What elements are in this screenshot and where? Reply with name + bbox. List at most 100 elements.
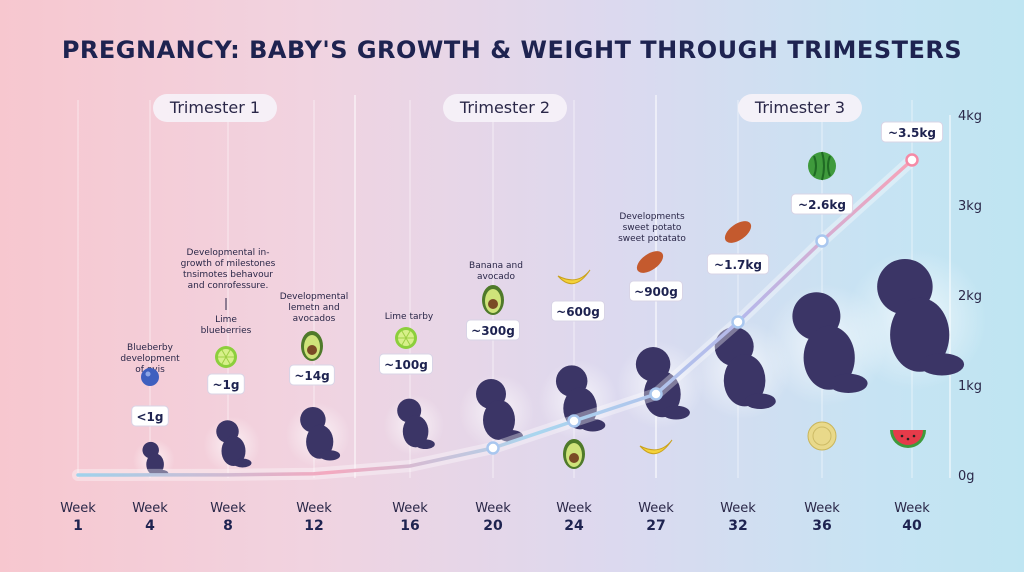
sweet-potato-icon [724,221,752,243]
x-tick-label: 4 [145,518,155,534]
blueberry-body [141,368,159,386]
fetus-body [146,453,164,476]
fetus-leg [744,393,776,409]
data-point [905,153,919,167]
watermelon-icon [808,151,836,181]
x-tick-label: 36 [812,518,831,534]
weight-label-box [551,300,605,322]
fetus-silhouette [383,394,445,456]
annotation-text: lemetn and [288,303,339,313]
data-point [567,414,581,428]
fetus-leg [580,418,606,432]
fetus-body [306,424,334,459]
data-point [815,234,829,248]
fetus-silhouette [203,416,261,474]
y-tick-label: 3kg [958,199,982,214]
lime-icon [395,327,417,349]
fetus-leg [415,439,435,449]
watermelon-seed [912,434,916,438]
annotation-text: Developmental in- [187,248,270,258]
fetus-body [803,325,855,390]
watermelon-stripes [813,151,831,181]
annotation-text: sweet potato [623,223,682,233]
watermelon-seed [900,434,904,438]
trimester-label: Trimester 3 [754,98,845,117]
sweet-potato-body [724,221,752,243]
weight-label-box [706,253,770,275]
blueberry-shine [145,371,151,377]
fetus-body [890,297,950,372]
avocado-icon [301,331,323,361]
weight-label: ~100g [384,358,428,372]
weight-label: ~600g [556,305,600,319]
annotation-text: blueberries [201,326,252,336]
y-tick-label: 2kg [958,289,982,304]
trimester-label: Trimester 2 [459,98,550,117]
avocado-icon [563,439,585,469]
trimester-label: Trimester 1 [169,98,260,117]
x-tick-word: Week [210,501,246,516]
lime-segment [221,349,227,358]
fetus-silhouette [285,402,351,468]
annotation-text: Banana and [469,261,523,271]
x-tick-label: 12 [304,518,323,534]
avocado-pit [307,345,317,355]
weight-label: ~1g [213,378,240,392]
y-tick-label: 4kg [958,109,982,124]
avocado-icon [482,285,504,315]
y-tick-label: 0g [958,469,975,484]
weight-label-box [131,405,169,427]
annotation-text: Blueberby [127,343,174,353]
fetus-leg [319,450,341,461]
annotation-text: Developments [619,212,685,222]
weight-label: ~2.6kg [798,198,846,212]
sweet-potato-icon [636,251,664,273]
x-tick-word: Week [60,501,96,516]
fetus-leg [829,373,868,393]
x-tick-label: 24 [564,518,584,534]
watermelon-icon [890,430,926,448]
melon-icon [807,421,837,451]
x-tick-word: Week [720,501,756,516]
fetus-silhouette [845,249,987,391]
lime-segment [225,356,231,365]
weight-label: ~1.7kg [714,258,762,272]
x-tick-label: 20 [483,518,503,534]
annotation-text: avocados [293,314,336,324]
x-tick-label: 27 [646,518,665,534]
x-tick-word: Week [392,501,428,516]
banana-icon [557,269,591,285]
x-tick-label: 8 [223,518,233,534]
annotation-text: Lime tarby [385,312,434,322]
x-tick-label: 40 [902,518,922,534]
x-tick-word: Week [894,501,930,516]
watermelon-flesh [893,430,923,445]
x-tick-word: Week [475,501,511,516]
annotation-text: sweet potatato [618,234,686,244]
x-tick-word: Week [804,501,840,516]
lime-segment [405,337,411,346]
trimester-pill [153,94,277,122]
annotation-text: Lime [215,315,237,325]
x-tick-label: 1 [73,518,83,534]
weight-label-box [289,364,335,386]
y-tick-label: 1kg [958,379,982,394]
data-point [731,315,745,329]
annotation-text: growth of milestones [181,259,276,269]
annotation-text: avocado [477,272,516,282]
fetus-body [402,415,429,448]
annotation-text: tnsimotes behavour [183,270,273,280]
lime-segment [405,330,411,339]
annotation-text: and conrofessure. [188,281,269,291]
chart-title: PREGNANCY: BABY'S GROWTH & WEIGHT THROUG… [61,36,963,64]
banana-body [639,439,673,455]
blueberry-icon [141,368,159,386]
x-tick-label: 32 [728,518,747,534]
annotation-text: development [120,354,180,364]
data-point [486,441,500,455]
fetus-leg [233,458,252,468]
lime-icon [215,346,237,368]
weight-label-box [466,319,520,341]
x-tick-word: Week [638,501,674,516]
